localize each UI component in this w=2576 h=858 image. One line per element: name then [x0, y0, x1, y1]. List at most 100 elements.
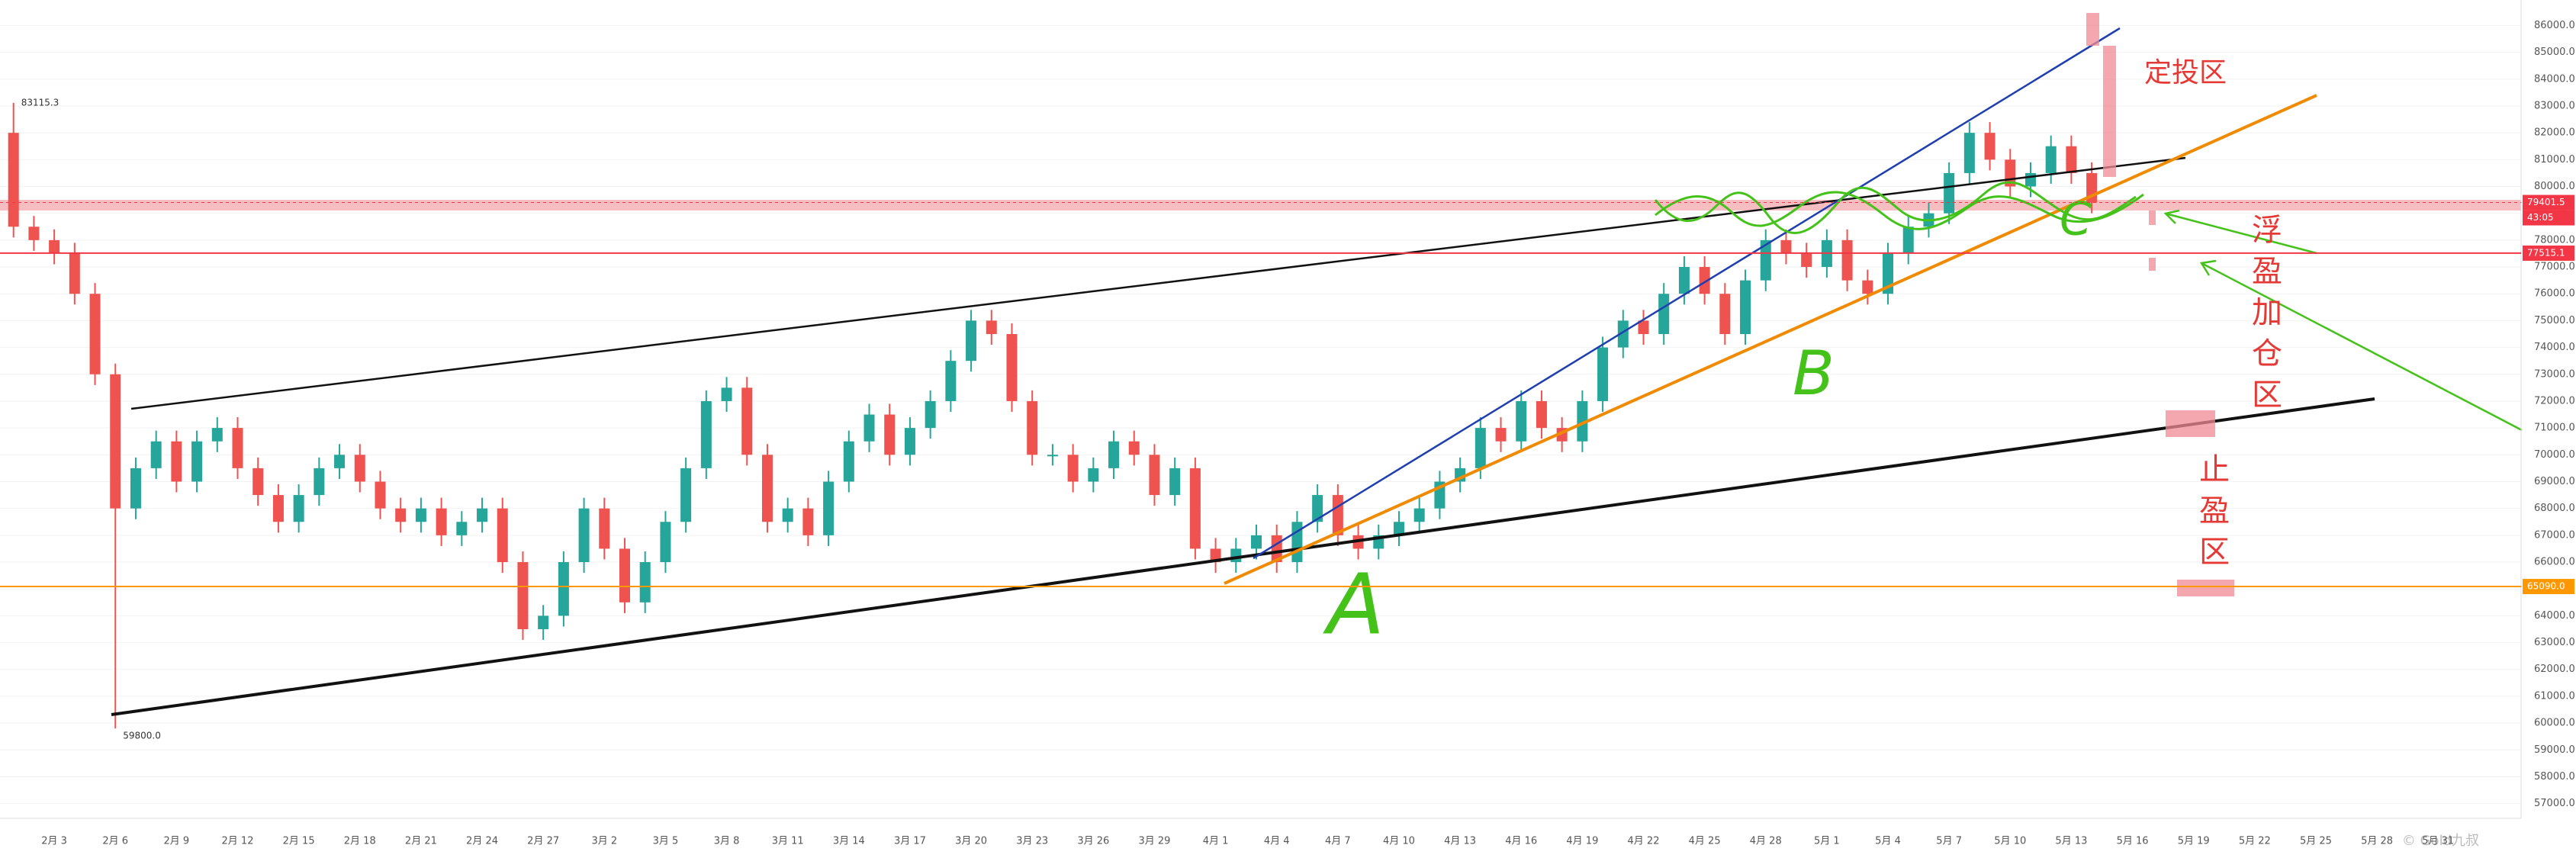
- annotation: 浮盈加仓区: [2246, 214, 2282, 419]
- candle-body: [721, 387, 732, 401]
- y-tick-label: 58000.0: [2534, 771, 2575, 782]
- x-tick-label: 4月 1: [1203, 836, 1229, 847]
- candle-body: [1230, 548, 1242, 563]
- x-tick-label: 3月 5: [653, 836, 679, 847]
- y-tick-label: 63000.0: [2534, 637, 2575, 648]
- candle-body: [456, 522, 468, 535]
- x-tick-label: 2月 3: [41, 836, 67, 847]
- candle-body: [1780, 239, 1792, 254]
- x-tick-label: 4月 4: [1264, 836, 1290, 847]
- wave-scribble: [1655, 191, 2144, 230]
- candle-body: [477, 508, 488, 522]
- y-tick-label: 73000.0: [2534, 368, 2575, 380]
- x-tick-label: 5月 16: [2117, 836, 2149, 847]
- price-tag-label: 79401.5: [2527, 197, 2565, 207]
- candle-body: [1088, 468, 1099, 482]
- candle-body: [110, 374, 121, 509]
- candle-body: [599, 508, 610, 549]
- candle-body: [761, 455, 773, 522]
- candle-body: [1841, 239, 1853, 281]
- y-tick-label: 75000.0: [2534, 315, 2575, 326]
- candle-body: [904, 428, 915, 455]
- zone-box: [2149, 258, 2156, 271]
- candle-body: [1169, 468, 1181, 496]
- candle-body: [1067, 455, 1079, 482]
- countdown: 43:05: [2527, 212, 2554, 223]
- y-tick-label: 62000.0: [2534, 664, 2575, 675]
- x-tick-label: 4月 10: [1383, 836, 1415, 847]
- candle-body: [1699, 267, 1710, 294]
- candle-body: [1740, 280, 1751, 334]
- x-tick-label: 4月 25: [1689, 836, 1721, 847]
- arrow: [2165, 212, 2317, 255]
- candle-body: [1312, 495, 1323, 522]
- high-label: 83115.3: [21, 97, 59, 108]
- wave-scribble: [1654, 181, 2137, 234]
- candle-body: [436, 508, 447, 535]
- candle-body: [89, 294, 101, 374]
- y-tick-label: 86000.0: [2534, 20, 2575, 31]
- price-tag-label: 65090.0: [2527, 581, 2565, 592]
- candle-body: [354, 455, 365, 482]
- y-tick-label: 61000.0: [2534, 690, 2575, 702]
- x-tick-label: 4月 16: [1505, 836, 1537, 847]
- candle-body: [517, 562, 529, 629]
- candle-body: [1902, 227, 1914, 254]
- x-tick-label: 4月 28: [1750, 836, 1782, 847]
- x-tick-label: 5月 13: [2055, 836, 2087, 847]
- candle-body: [1536, 400, 1547, 429]
- zone-box: [2177, 580, 2234, 596]
- x-tick-label: 2月 12: [222, 836, 254, 847]
- candle-body: [252, 468, 264, 496]
- x-tick-label: 3月 29: [1138, 836, 1170, 847]
- candle-body: [945, 361, 957, 401]
- candle-body: [966, 320, 977, 362]
- annotation: 定投区: [2144, 57, 2227, 88]
- candle-body: [639, 562, 651, 603]
- drawings: [111, 13, 2523, 716]
- annotation: 止盈区: [2194, 453, 2229, 577]
- x-tick-label: 3月 17: [894, 836, 926, 847]
- candle-body: [1251, 535, 1262, 549]
- y-tick-label: 77000.0: [2534, 262, 2575, 273]
- x-tick-label: 3月 14: [833, 836, 865, 847]
- candle-body: [1883, 253, 1894, 294]
- arrow-head: [2163, 209, 2180, 224]
- candle-body: [1332, 495, 1343, 535]
- candle-body: [1047, 455, 1058, 457]
- candle-body: [660, 522, 671, 563]
- candle-body: [232, 428, 243, 468]
- candle-body: [272, 495, 284, 522]
- candle-body: [415, 508, 426, 522]
- arrow: [2201, 262, 2523, 432]
- y-tick-label: 76000.0: [2534, 288, 2575, 300]
- candle-body: [69, 253, 80, 294]
- candles: [8, 102, 2098, 729]
- y-tick-label: 82000.0: [2534, 127, 2575, 139]
- candle-body: [1027, 400, 1038, 455]
- y-tick-label: 66000.0: [2534, 557, 2575, 568]
- candle-body: [1149, 455, 1160, 496]
- x-tick-label: 2月 21: [405, 836, 437, 847]
- y-tick-label: 74000.0: [2534, 342, 2575, 353]
- candle-body: [191, 441, 203, 482]
- candle-body: [1495, 428, 1507, 442]
- x-tick-label: 3月 8: [714, 836, 740, 847]
- candle-body: [497, 508, 508, 563]
- candle-body: [1413, 508, 1425, 522]
- x-tick-label: 2月 24: [466, 836, 498, 847]
- orange-trendline: [1224, 94, 2317, 585]
- x-tick-label: 2月 18: [344, 836, 376, 847]
- x-tick-label: 4月 19: [1566, 836, 1598, 847]
- candle-body: [1577, 400, 1588, 442]
- arrow-head: [2199, 259, 2217, 276]
- candle-body: [1678, 267, 1690, 294]
- candle-body: [986, 320, 997, 334]
- x-tick-label: 5月 22: [2239, 836, 2271, 847]
- y-tick-label: 64000.0: [2534, 610, 2575, 622]
- y-tick-label: 68000.0: [2534, 503, 2575, 514]
- candle-body: [49, 239, 60, 254]
- candle-body: [2045, 146, 2057, 173]
- candle-body: [1393, 522, 1404, 535]
